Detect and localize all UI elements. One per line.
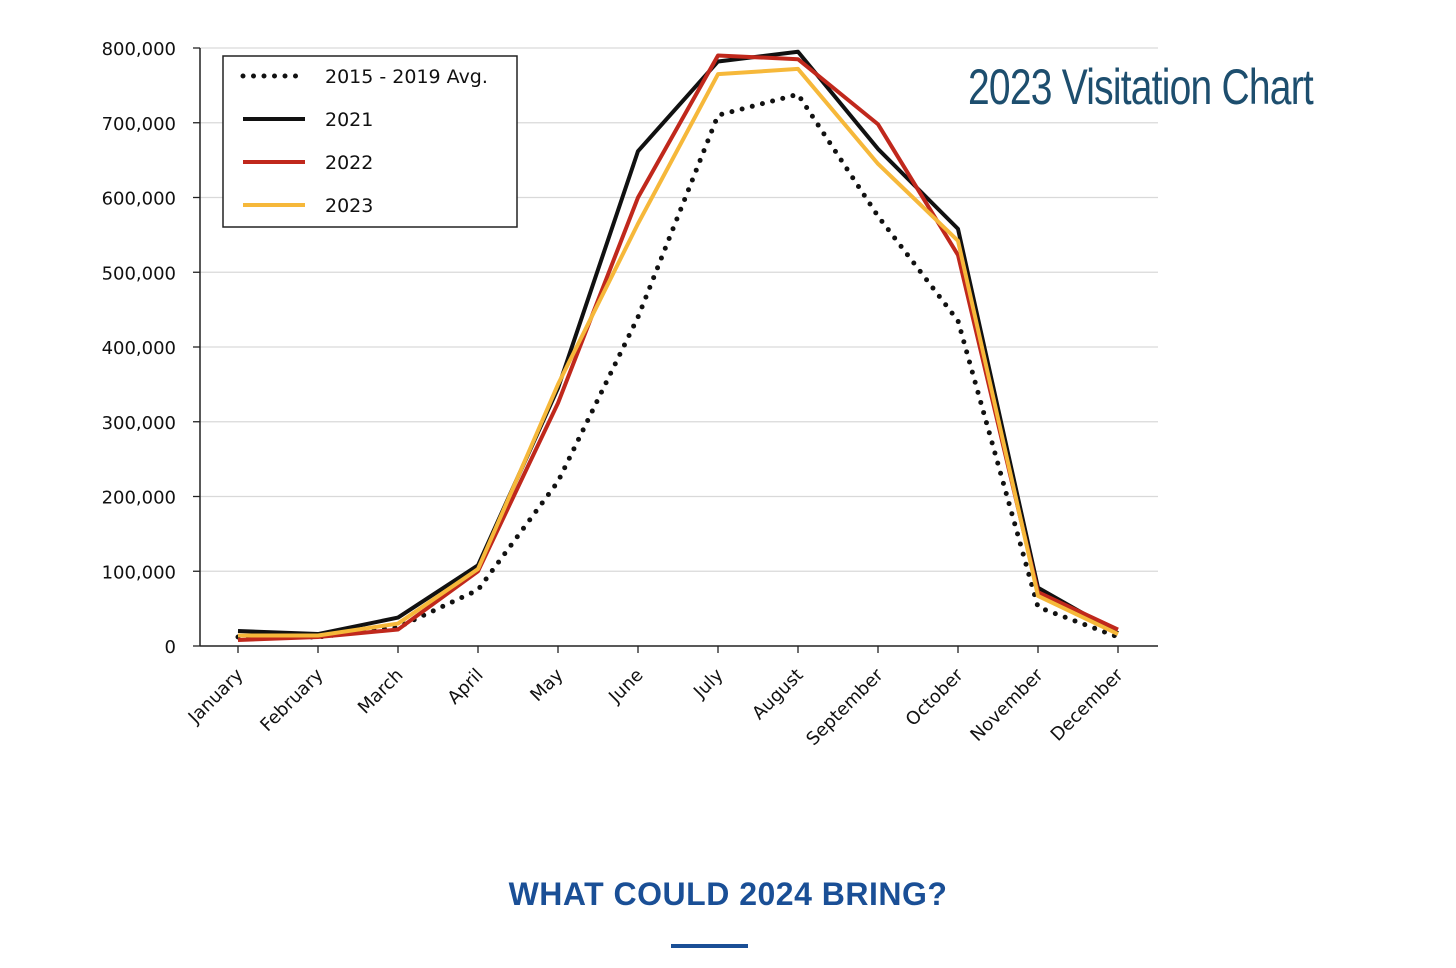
x-tick-label: September: [802, 664, 888, 750]
x-tick-label: April: [444, 665, 488, 709]
x-tick-label: January: [184, 664, 248, 728]
y-tick-label: 400,000: [102, 338, 176, 359]
x-tick-label: October: [902, 664, 968, 730]
y-tick-label: 100,000: [102, 562, 176, 583]
y-tick-label: 0: [165, 637, 176, 658]
chart-title: 2023 Visitation Chart: [968, 59, 1314, 115]
x-tick-label: June: [604, 665, 647, 708]
x-tick-label: November: [966, 664, 1047, 745]
heading-underline: [671, 944, 748, 948]
legend-label: 2021: [325, 109, 373, 131]
y-tick-label: 600,000: [102, 189, 176, 210]
x-tick-label: December: [1047, 664, 1128, 745]
x-tick-label: March: [354, 665, 408, 719]
y-axis-tick-labels: 0 100,000 200,000 300,000 400,000 500,000 600,…: [102, 39, 176, 658]
x-tick-label: May: [526, 664, 567, 705]
legend: 2015 - 2019 Avg. 2021 2022 2023: [222, 55, 518, 228]
series-line: [237, 49, 1119, 637]
legend-label: 2015 - 2019 Avg.: [325, 66, 488, 88]
y-tick-label: 200,000: [102, 488, 176, 509]
x-tick-label: February: [256, 664, 327, 735]
legend-label: 2022: [325, 152, 373, 174]
series-lines: [235, 49, 1121, 643]
section-heading: WHAT COULD 2024 BRING?: [508, 876, 948, 912]
series-line: [237, 53, 1119, 643]
x-tick-label: August: [748, 665, 807, 724]
y-tick-label: 700,000: [102, 114, 176, 135]
y-tick-label: 500,000: [102, 263, 176, 284]
series-line: [238, 66, 1119, 638]
x-tick-label: July: [689, 664, 728, 703]
legend-label: 2023: [325, 195, 373, 217]
y-tick-label: 300,000: [102, 413, 176, 434]
y-tick-label: 800,000: [102, 39, 176, 60]
x-axis-tick-labels: January February March April May June July Augu…: [184, 664, 1128, 750]
axes: [193, 47, 1158, 653]
legend-box: [222, 55, 518, 228]
